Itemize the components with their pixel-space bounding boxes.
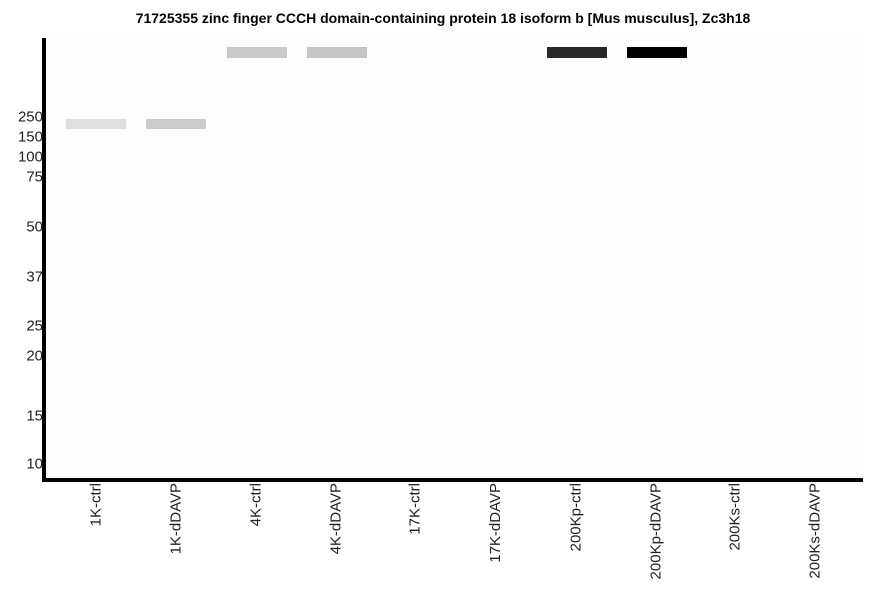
mw-marker-label: 15: [26, 407, 43, 425]
x-axis-spine: [42, 478, 863, 482]
lane-label: 17K-ctrl: [407, 483, 424, 535]
lane-label: 200Kp-dDAVP: [647, 483, 664, 580]
protein-band: [307, 47, 367, 58]
mw-marker-label: 250: [17, 108, 43, 126]
mw-marker-label: 75: [26, 168, 43, 186]
lane-label: 1K-ctrl: [87, 483, 104, 527]
y-axis-spine: [42, 38, 46, 482]
lane-label: 4K-dDAVP: [327, 483, 344, 555]
lane-label: 17K-dDAVP: [487, 483, 504, 563]
plot-area: [46, 38, 863, 478]
mw-marker-label: 50: [26, 218, 43, 236]
mw-marker-label: 10: [26, 455, 43, 473]
mw-marker-label: 150: [17, 128, 43, 146]
protein-band: [547, 47, 607, 58]
mw-marker-label: 37: [26, 268, 43, 286]
lane-label: 200Kp-ctrl: [567, 483, 584, 552]
protein-band: [227, 47, 287, 58]
lane-label: 200Ks-ctrl: [727, 483, 744, 551]
lane-label: 200Ks-dDAVP: [807, 483, 824, 579]
mw-marker-label: 20: [26, 347, 43, 365]
protein-band: [146, 119, 206, 129]
chart-title: 71725355 zinc finger CCCH domain-contain…: [135, 10, 751, 26]
mw-marker-label: 25: [26, 317, 43, 335]
protein-band: [66, 119, 126, 129]
mw-marker-label: 100: [17, 148, 43, 166]
protein-band: [627, 47, 687, 58]
lane-label: 1K-dDAVP: [167, 483, 184, 555]
lane-label: 4K-ctrl: [247, 483, 264, 527]
